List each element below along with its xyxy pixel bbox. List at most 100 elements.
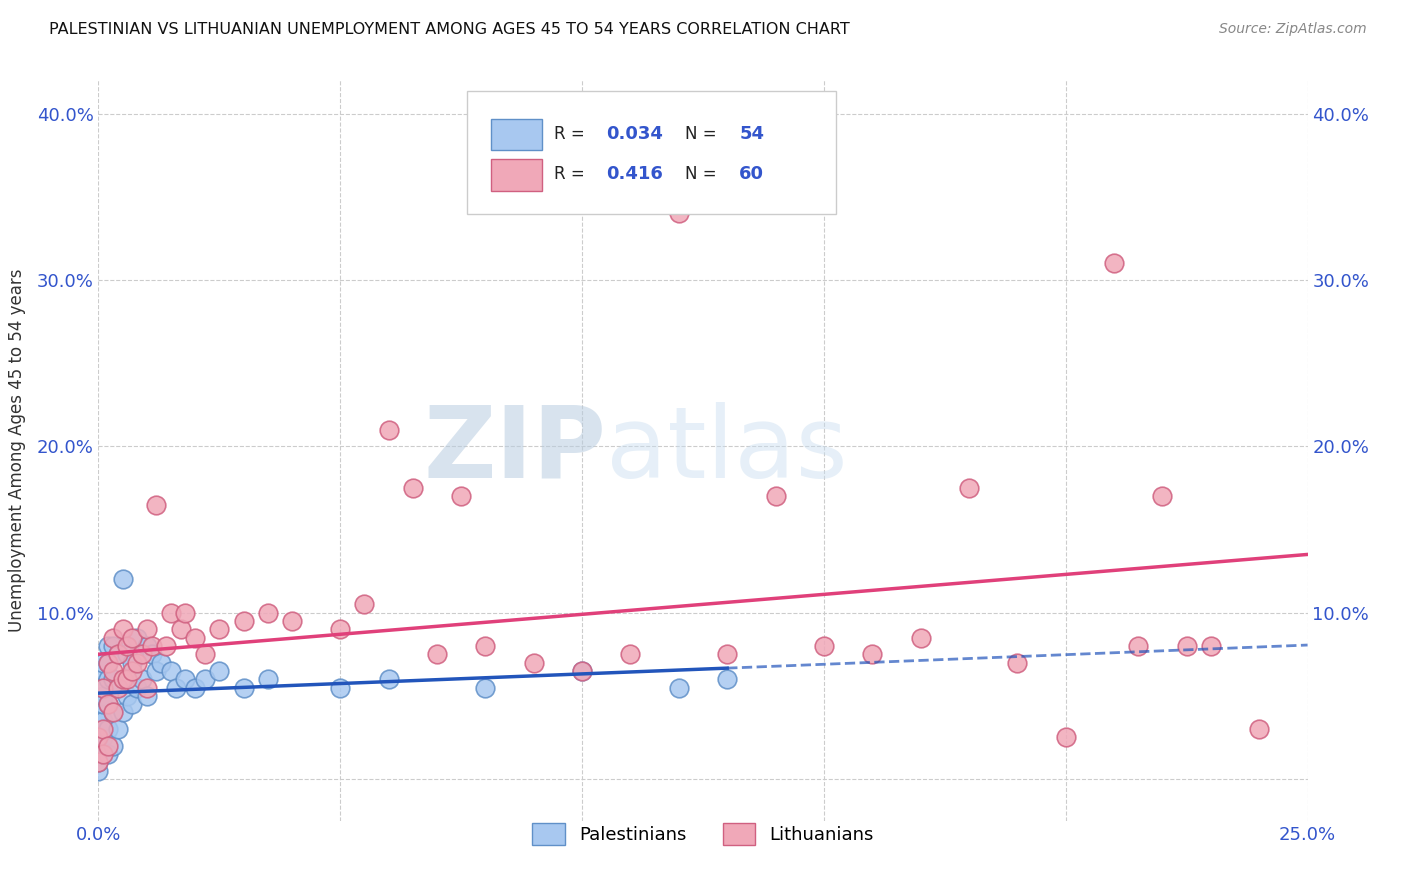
Point (97, 656, 120, 670)
Point (97, 722, 120, 736)
Text: N =: N = (685, 165, 721, 183)
Point (1175, 639, 1198, 653)
Point (91, 747, 114, 761)
Point (91, 656, 114, 670)
Point (127, 631, 149, 645)
Point (121, 664, 143, 678)
Point (131, 672, 153, 686)
Point (619, 647, 641, 661)
Text: 60: 60 (740, 165, 765, 183)
Point (571, 664, 593, 678)
Point (910, 631, 932, 645)
Text: R =: R = (554, 165, 591, 183)
Point (474, 639, 496, 653)
Point (329, 623, 352, 637)
Point (141, 639, 163, 653)
Point (377, 423, 399, 437)
Point (474, 681, 496, 695)
Point (450, 489, 472, 503)
Point (957, 481, 980, 495)
Point (135, 681, 157, 695)
Point (107, 722, 129, 736)
Point (127, 656, 149, 670)
Point (87, 731, 110, 745)
Point (194, 672, 217, 686)
Point (353, 598, 375, 612)
Point (107, 647, 129, 661)
Point (860, 647, 883, 661)
Point (402, 481, 425, 495)
Text: N =: N = (685, 125, 721, 143)
Point (174, 606, 197, 620)
Point (145, 498, 167, 512)
Point (150, 656, 173, 670)
Point (1199, 639, 1222, 653)
Point (117, 672, 139, 686)
Point (155, 639, 177, 653)
Point (169, 623, 191, 637)
Point (256, 672, 278, 686)
Legend: Palestinians, Lithuanians: Palestinians, Lithuanians (524, 816, 882, 853)
Point (135, 689, 157, 703)
Point (101, 664, 124, 678)
Point (117, 647, 139, 661)
Point (127, 681, 149, 695)
Point (145, 664, 167, 678)
Point (111, 573, 134, 587)
Point (91, 722, 114, 736)
Point (97, 672, 120, 686)
Point (111, 706, 134, 720)
Point (174, 672, 197, 686)
Point (571, 664, 593, 678)
Point (232, 681, 254, 695)
Point (117, 639, 139, 653)
Point (232, 614, 254, 628)
Point (160, 664, 183, 678)
Point (107, 681, 129, 695)
Point (208, 664, 231, 678)
Point (523, 656, 546, 670)
Text: 0.416: 0.416 (606, 165, 664, 183)
Point (377, 672, 399, 686)
Point (121, 697, 143, 711)
Point (87, 739, 110, 753)
Point (101, 639, 124, 653)
Text: 54: 54 (740, 125, 765, 143)
Y-axis label: Unemployment Among Ages 45 to 54 years: Unemployment Among Ages 45 to 54 years (7, 268, 25, 632)
Text: ZIP: ZIP (423, 402, 606, 499)
FancyBboxPatch shape (467, 91, 837, 213)
Point (813, 639, 835, 653)
Point (87, 756, 110, 770)
Point (91, 664, 114, 678)
Point (87, 756, 110, 770)
Point (111, 672, 134, 686)
Point (97, 656, 120, 670)
Point (1152, 489, 1174, 503)
Point (256, 606, 278, 620)
Point (668, 681, 690, 695)
Point (1054, 731, 1077, 745)
Point (91, 731, 114, 745)
Point (1249, 722, 1271, 736)
Point (97, 639, 120, 653)
Point (117, 689, 139, 703)
Point (165, 681, 187, 695)
Point (184, 631, 207, 645)
Point (135, 623, 157, 637)
Point (184, 681, 207, 695)
FancyBboxPatch shape (492, 119, 543, 150)
Point (97, 739, 120, 753)
Text: 0.034: 0.034 (606, 125, 664, 143)
Text: Source: ZipAtlas.com: Source: ZipAtlas.com (1219, 22, 1367, 37)
Text: PALESTINIAN VS LITHUANIAN UNEMPLOYMENT AMONG AGES 45 TO 54 YEARS CORRELATION CHA: PALESTINIAN VS LITHUANIAN UNEMPLOYMENT A… (49, 22, 851, 37)
Point (91, 747, 114, 761)
Point (101, 706, 124, 720)
Text: R =: R = (554, 125, 591, 143)
Point (1102, 256, 1125, 270)
Point (765, 489, 787, 503)
Point (141, 647, 163, 661)
Point (91, 681, 114, 695)
Point (97, 747, 120, 761)
Point (91, 697, 114, 711)
Point (135, 639, 157, 653)
